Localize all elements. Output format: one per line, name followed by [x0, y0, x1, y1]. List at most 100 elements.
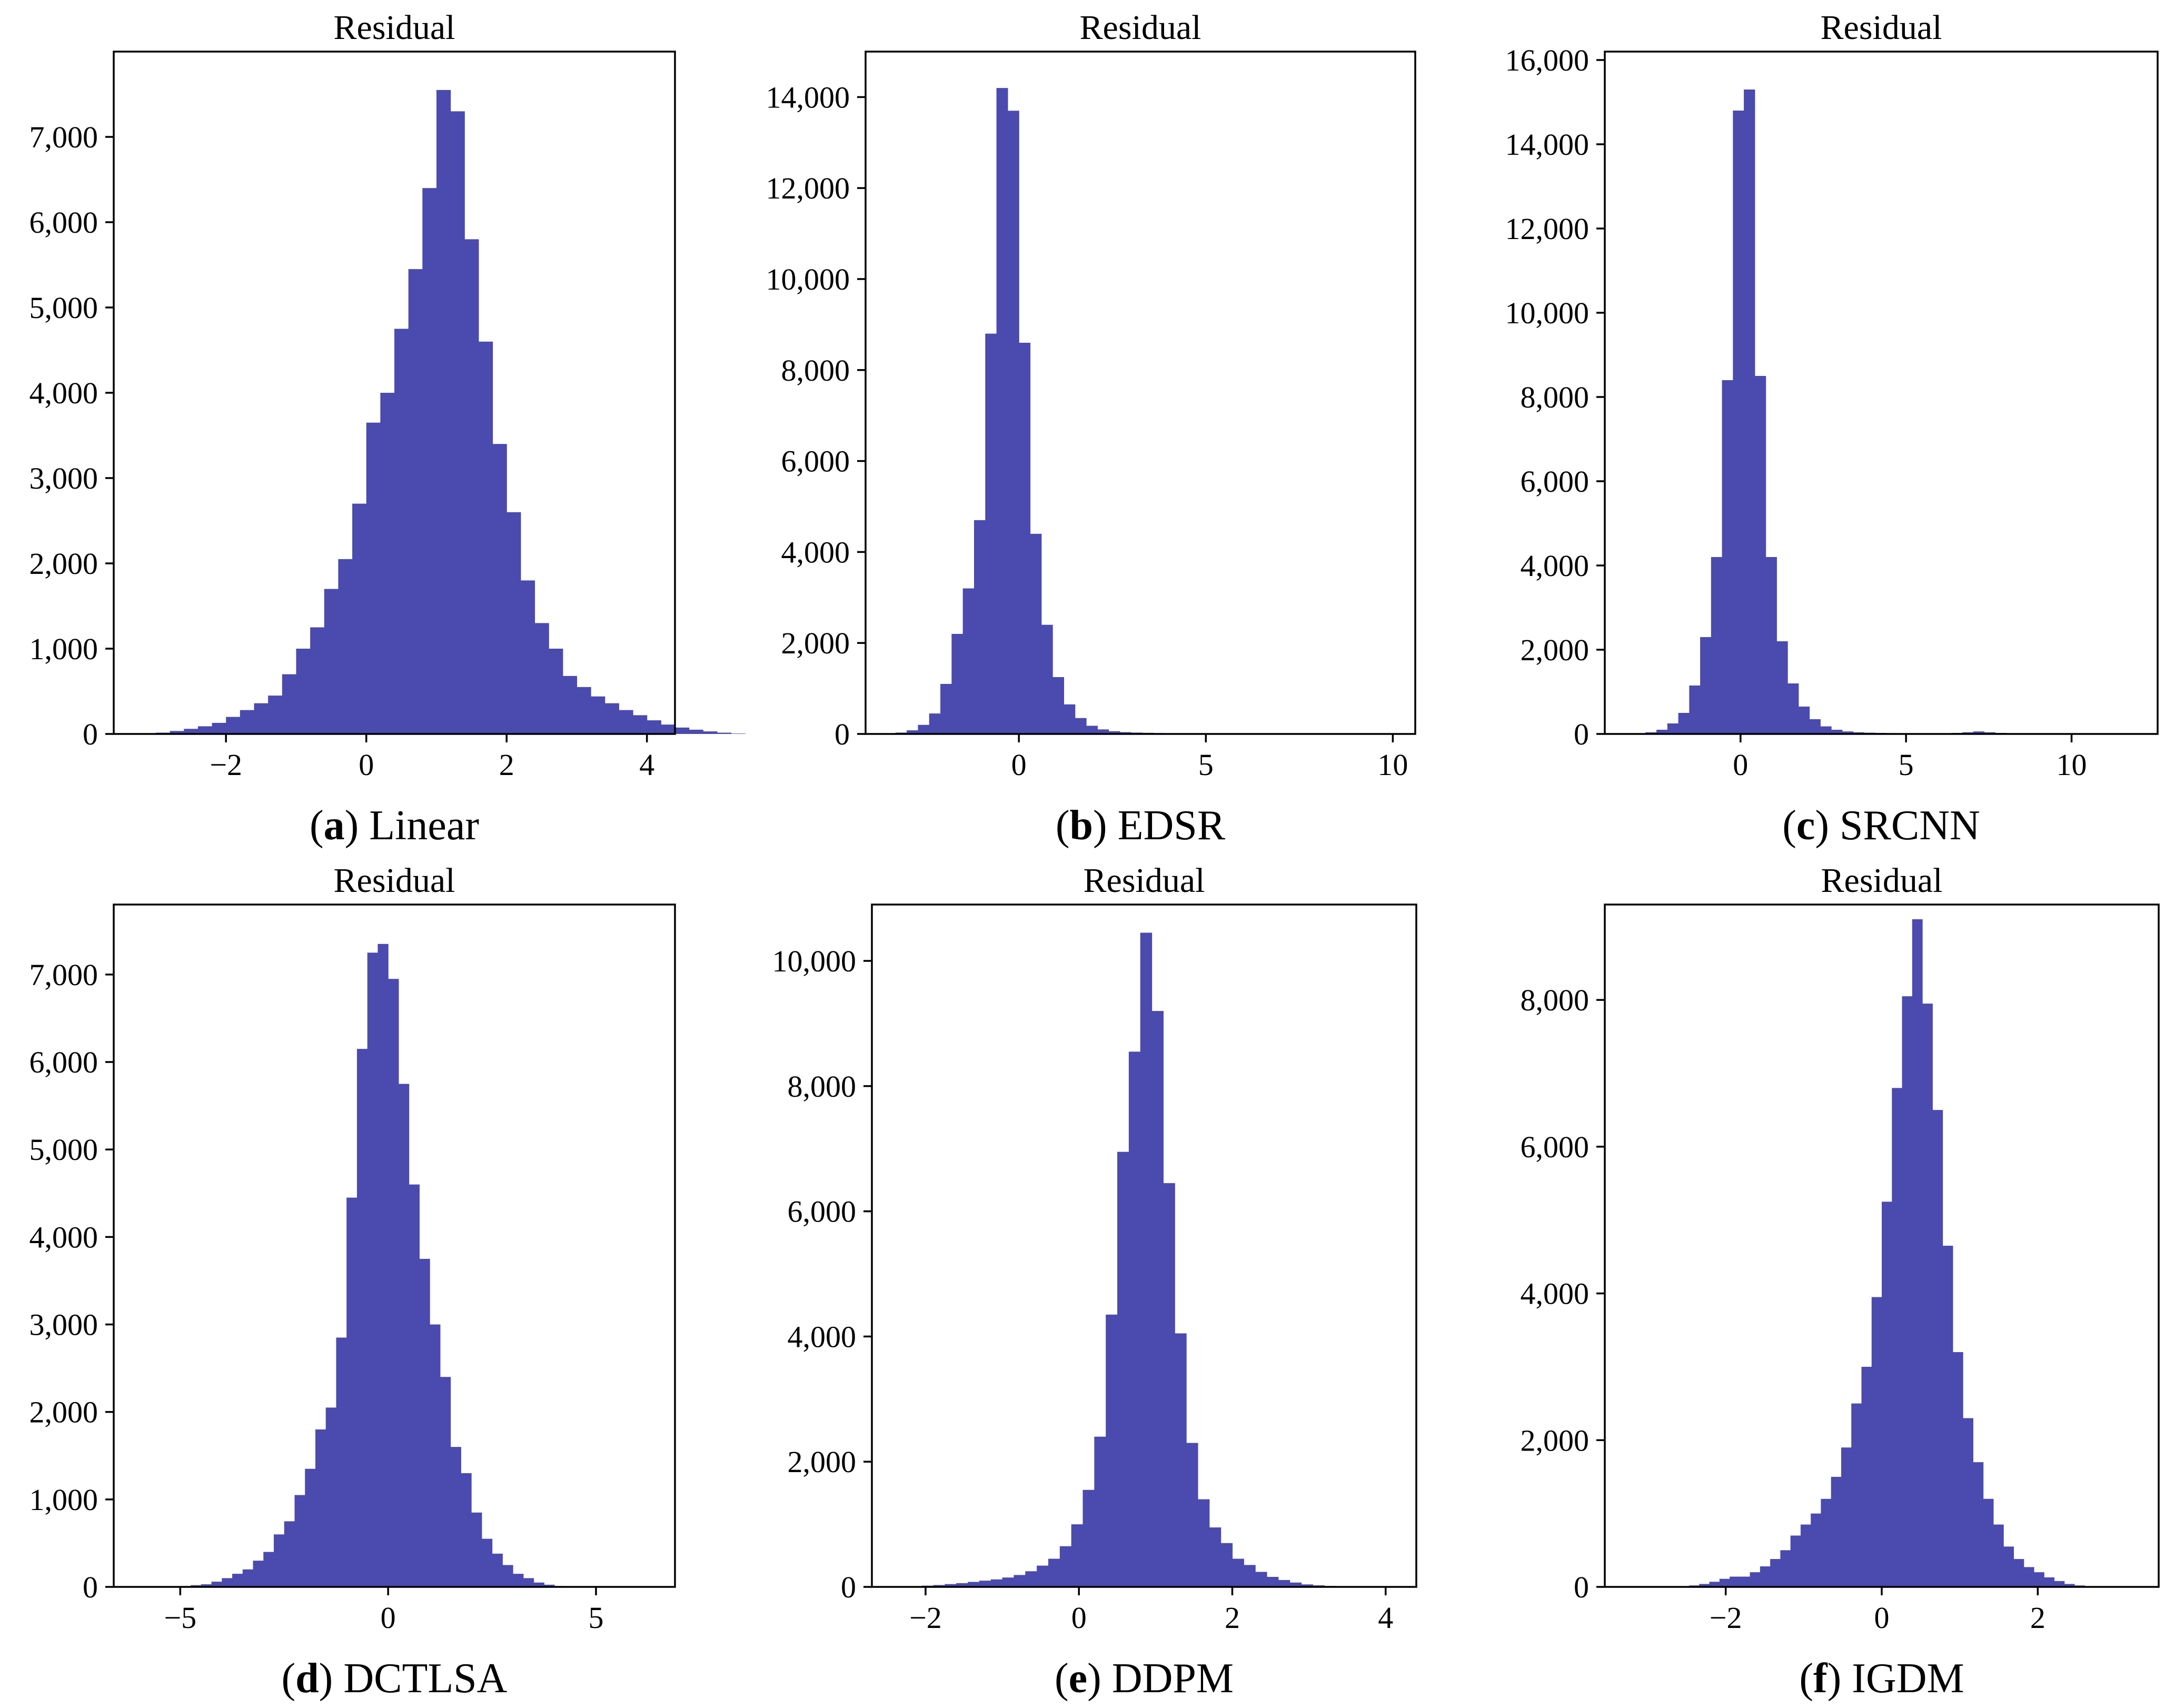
histogram-bar: [1106, 1314, 1118, 1587]
y-tick-label: 8,000: [1521, 380, 1590, 414]
histogram-bar: [1831, 730, 1843, 734]
histogram-bar: [1278, 1580, 1290, 1587]
x-tick-label: 0: [1733, 748, 1748, 782]
chart-title: Residual: [334, 8, 455, 47]
histogram-bar: [492, 444, 507, 734]
histogram-bar: [619, 710, 633, 734]
x-tick-label: −5: [164, 1601, 196, 1635]
histogram-bar: [1820, 726, 1832, 734]
x-tick-label: 0: [1071, 1601, 1087, 1635]
histogram-bar: [1689, 686, 1701, 734]
x-tick-label: 4: [1378, 1601, 1393, 1635]
histogram-bar: [1232, 1558, 1244, 1587]
histogram-bar: [1842, 731, 1854, 734]
histogram-bar: [436, 90, 451, 734]
y-tick-label: 4,000: [1521, 549, 1590, 583]
histogram-bar: [534, 623, 549, 734]
histogram-bar: [1075, 718, 1087, 734]
histogram-bar: [1790, 1535, 1801, 1587]
histogram-bar: [226, 717, 241, 734]
histogram-bar: [1007, 111, 1019, 734]
histogram-bar: [633, 715, 648, 734]
y-tick-label: 6,000: [29, 1045, 98, 1079]
histogram-bar: [1776, 641, 1788, 734]
histogram-bar: [1255, 1572, 1267, 1587]
histogram-bar: [1711, 557, 1723, 734]
y-tick-label: 0: [841, 1570, 856, 1604]
histogram-bars: [142, 90, 746, 734]
x-tick-label: 0: [1874, 1601, 1890, 1635]
y-tick-label: 10,000: [772, 944, 857, 978]
histogram-bar: [951, 633, 964, 734]
histogram-bar: [1942, 1246, 1953, 1587]
histogram-bar: [1128, 1051, 1141, 1587]
histogram-bar: [940, 683, 952, 734]
histogram-bar: [1163, 1183, 1175, 1587]
histogram-bar: [2023, 1567, 2034, 1587]
histogram-bar: [549, 649, 563, 734]
y-tick-label: 2,000: [29, 1395, 98, 1429]
histogram-bar: [1882, 1201, 1892, 1587]
panel-letter: b: [1070, 802, 1094, 849]
histogram-bar: [294, 1495, 305, 1587]
histogram-bar: [388, 979, 399, 1587]
histogram-bar: [222, 1578, 233, 1587]
histogram-bar: [253, 1561, 264, 1587]
histogram-bar: [1030, 533, 1042, 734]
histogram-bar: [2033, 1572, 2044, 1587]
histogram-bar: [1014, 1575, 1026, 1587]
histogram-bar: [1821, 1498, 1832, 1587]
axes-frame: [871, 903, 1417, 1588]
histogram-bar: [1993, 1524, 2004, 1587]
chart-panel-f: Residual −2 0 2 0 2,000 4,000 6,000 8,000 (f) IGD…: [1521, 861, 2160, 1702]
histogram-bar: [356, 1049, 368, 1587]
y-tick-label: 4,000: [781, 535, 850, 569]
histogram-bar: [367, 952, 379, 1587]
histogram-bar: [2003, 1546, 2014, 1587]
y-tick-label: 10,000: [766, 262, 850, 296]
y-tick-label: 10,000: [1505, 296, 1590, 330]
panel-letter: f: [1813, 1655, 1828, 1702]
histogram-bar: [533, 1582, 544, 1587]
histogram-bar: [1973, 731, 1985, 734]
x-tick-label: 5: [588, 1601, 603, 1635]
histogram-bar: [1787, 683, 1799, 734]
chart-panel-d: Residual −5 0 5 0 1,000 2,000 3,000 4,000 5,000 6,…: [29, 861, 676, 1702]
histogram-bar: [962, 588, 975, 734]
y-tick-label: 4,000: [29, 376, 98, 410]
y-tick-label: 8,000: [1521, 983, 1590, 1017]
histogram-bars: [180, 944, 565, 1587]
y-tick-label: 5,000: [29, 1133, 98, 1167]
histogram-bar: [1019, 342, 1031, 734]
histogram-bar: [1048, 1558, 1060, 1587]
x-tick-label: 10: [1377, 748, 1408, 782]
histogram-bar: [1175, 1333, 1187, 1587]
chart-panel-c: Residual 0 5 10 0 2,000 4,000 6,000 8,000 10,000 1…: [1505, 8, 2160, 849]
histogram-bar: [1667, 723, 1679, 734]
histogram-bar: [2054, 1581, 2065, 1587]
y-tick-label: 12,000: [766, 171, 850, 205]
axes-frame: [113, 903, 676, 1588]
histogram-bar: [577, 687, 591, 734]
histogram-bar: [1025, 1571, 1037, 1587]
histogram-bar: [1809, 719, 1821, 734]
histogram-bar: [1197, 1499, 1210, 1587]
histogram-bar: [990, 1579, 1003, 1587]
chart-panel-a: Residual −2 0 2 4 0 1,000 2,000 3,000 4,000 5,000 6…: [29, 8, 746, 849]
histogram-bar: [974, 520, 986, 734]
histogram-bar: [591, 696, 605, 734]
histogram-bar: [492, 1553, 503, 1587]
panel-name: SRCNN: [1840, 802, 1980, 849]
panel-caption: (f) IGDM: [1799, 1655, 1964, 1702]
histogram-bar: [506, 512, 521, 734]
x-tick-label: 10: [2057, 748, 2087, 782]
histogram-bar: [1811, 1513, 1822, 1587]
histogram-bar: [471, 1512, 482, 1587]
y-tick-label: 6,000: [781, 444, 850, 479]
y-tick-label: 12,000: [1505, 212, 1590, 246]
x-tick-label: −2: [1710, 1601, 1742, 1635]
histogram-bar: [1932, 1110, 1943, 1587]
chart-title: Residual: [334, 861, 455, 900]
histogram-bar: [1220, 1543, 1233, 1587]
